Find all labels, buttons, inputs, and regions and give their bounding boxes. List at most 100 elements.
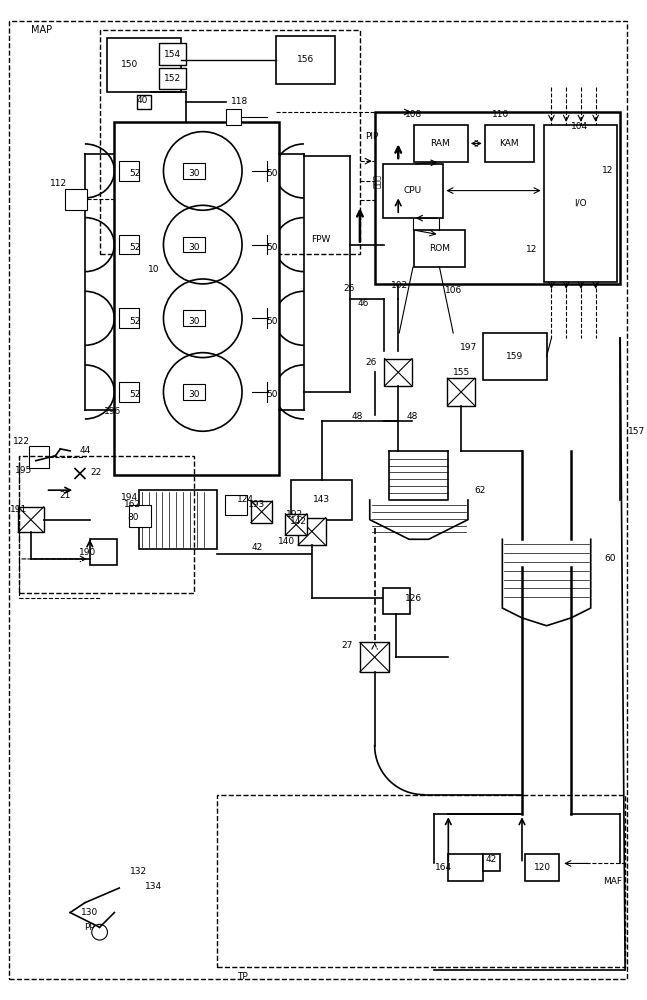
Bar bbox=[382, 164, 443, 218]
Text: 150: 150 bbox=[120, 60, 138, 69]
Bar bbox=[137, 95, 151, 109]
Text: 120: 120 bbox=[534, 863, 551, 872]
Bar bbox=[483, 854, 500, 871]
Text: 12: 12 bbox=[526, 245, 538, 254]
Bar bbox=[129, 505, 151, 527]
Text: 156: 156 bbox=[297, 55, 314, 64]
Text: 196: 196 bbox=[104, 407, 121, 416]
Text: 62: 62 bbox=[475, 486, 486, 495]
Text: 30: 30 bbox=[188, 243, 200, 252]
Bar bbox=[448, 854, 483, 881]
Bar bbox=[107, 38, 181, 92]
Text: 48: 48 bbox=[351, 412, 363, 421]
Bar bbox=[276, 36, 335, 84]
Text: 194: 194 bbox=[120, 493, 138, 502]
Bar bbox=[384, 359, 412, 386]
Text: 152: 152 bbox=[164, 74, 181, 83]
Text: 27: 27 bbox=[342, 641, 353, 650]
Bar bbox=[100, 30, 360, 254]
Bar bbox=[414, 230, 465, 267]
Text: PP: PP bbox=[84, 923, 95, 932]
Bar bbox=[483, 333, 547, 380]
Text: 22: 22 bbox=[90, 468, 102, 477]
Bar bbox=[291, 480, 352, 520]
Text: 143: 143 bbox=[313, 495, 330, 504]
Bar bbox=[414, 125, 468, 162]
Text: 42: 42 bbox=[486, 855, 497, 864]
Text: 48: 48 bbox=[406, 412, 417, 421]
Text: 40: 40 bbox=[136, 96, 148, 105]
Text: 60: 60 bbox=[605, 554, 616, 563]
Text: 191: 191 bbox=[10, 505, 28, 514]
Text: 164: 164 bbox=[435, 863, 452, 872]
Text: 21: 21 bbox=[60, 491, 71, 500]
Bar bbox=[226, 109, 241, 125]
Text: 126: 126 bbox=[406, 594, 422, 603]
Bar bbox=[485, 125, 534, 162]
Text: 154: 154 bbox=[164, 50, 181, 59]
Text: MAF: MAF bbox=[603, 877, 622, 886]
Text: 10: 10 bbox=[148, 265, 159, 274]
Text: 30: 30 bbox=[188, 317, 200, 326]
Text: 162: 162 bbox=[124, 500, 142, 509]
Text: 46: 46 bbox=[358, 299, 369, 308]
Bar bbox=[18, 507, 43, 532]
Text: 193: 193 bbox=[248, 500, 265, 509]
Bar bbox=[360, 642, 389, 672]
Text: 142: 142 bbox=[289, 517, 307, 526]
Text: 12: 12 bbox=[602, 166, 613, 175]
Bar bbox=[183, 163, 204, 179]
Text: 140: 140 bbox=[278, 537, 295, 546]
Text: 50: 50 bbox=[267, 169, 278, 178]
Text: ROM: ROM bbox=[429, 244, 450, 253]
Bar bbox=[119, 382, 139, 402]
Bar bbox=[115, 122, 280, 475]
Text: 190: 190 bbox=[79, 548, 96, 557]
Bar bbox=[543, 125, 617, 282]
Text: 52: 52 bbox=[129, 243, 140, 252]
Text: 157: 157 bbox=[628, 427, 645, 436]
Text: CPU: CPU bbox=[404, 186, 422, 195]
Text: FPW: FPW bbox=[311, 235, 330, 244]
Bar bbox=[375, 112, 620, 284]
Text: KAM: KAM bbox=[499, 139, 519, 148]
Bar bbox=[119, 235, 139, 254]
Bar bbox=[159, 43, 186, 65]
Text: 122: 122 bbox=[12, 437, 30, 446]
Bar bbox=[139, 490, 217, 549]
Text: 124: 124 bbox=[237, 495, 254, 504]
Text: 118: 118 bbox=[230, 97, 248, 106]
Text: 50: 50 bbox=[267, 390, 278, 399]
Text: 42: 42 bbox=[251, 543, 263, 552]
Text: PIP: PIP bbox=[365, 132, 378, 141]
Text: 50: 50 bbox=[267, 317, 278, 326]
Text: RAM: RAM bbox=[431, 139, 450, 148]
Bar bbox=[447, 378, 475, 406]
Text: MAP: MAP bbox=[31, 25, 52, 35]
Text: 108: 108 bbox=[405, 110, 422, 119]
Text: 52: 52 bbox=[129, 317, 140, 326]
Text: 132: 132 bbox=[130, 867, 148, 876]
Text: 30: 30 bbox=[188, 390, 200, 399]
Bar bbox=[298, 518, 325, 545]
Text: 192: 192 bbox=[285, 510, 303, 519]
Bar bbox=[285, 514, 307, 535]
Text: 102: 102 bbox=[391, 281, 408, 290]
Bar bbox=[29, 446, 49, 468]
Bar bbox=[183, 384, 204, 400]
Text: 134: 134 bbox=[145, 882, 162, 891]
Bar bbox=[119, 161, 139, 181]
Bar bbox=[19, 456, 194, 593]
Text: 106: 106 bbox=[444, 286, 462, 295]
Text: I/O: I/O bbox=[574, 199, 586, 208]
Bar bbox=[119, 308, 139, 328]
Text: 110: 110 bbox=[492, 110, 509, 119]
Bar bbox=[65, 189, 87, 210]
Text: 52: 52 bbox=[129, 390, 140, 399]
Text: 50: 50 bbox=[267, 243, 278, 252]
Text: 195: 195 bbox=[16, 466, 32, 475]
Text: 44: 44 bbox=[79, 446, 91, 455]
Bar bbox=[183, 310, 204, 326]
Bar bbox=[90, 539, 117, 565]
Text: 26: 26 bbox=[365, 358, 377, 367]
